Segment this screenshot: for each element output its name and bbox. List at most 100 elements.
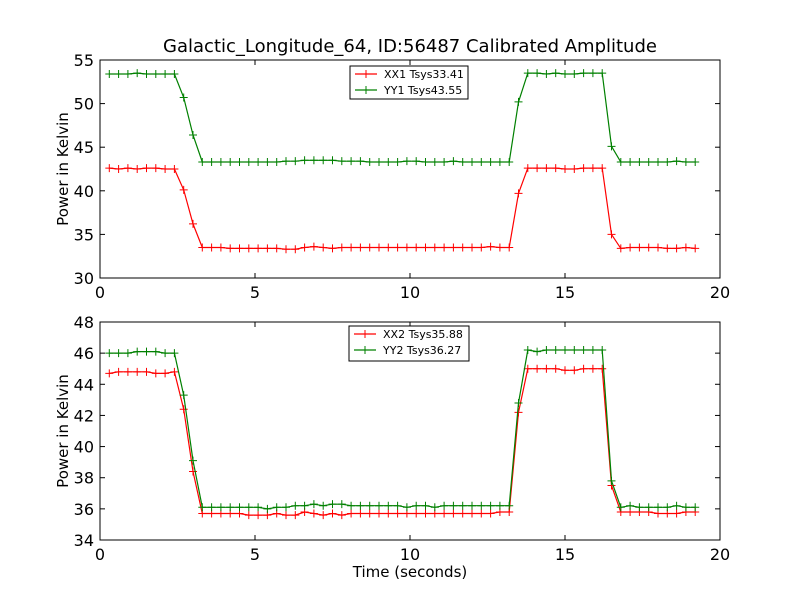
data-point	[663, 244, 672, 253]
data-point	[170, 165, 179, 173]
data-point	[635, 243, 644, 252]
data-point	[151, 164, 160, 173]
data-point	[114, 165, 123, 173]
legend: XX2 Tsys35.88 YY2 Tsys36.27	[348, 325, 470, 362]
data-point	[691, 503, 700, 512]
data-point	[142, 347, 151, 356]
legend-box	[349, 65, 469, 100]
data-point	[272, 244, 281, 253]
series-xx	[105, 364, 700, 520]
data-point	[254, 158, 263, 167]
data-point	[198, 503, 207, 512]
y-tick-label: 50	[74, 95, 94, 114]
data-point	[328, 244, 337, 253]
data-point	[133, 367, 142, 376]
data-point	[421, 501, 430, 510]
x-tick-label: 10	[400, 283, 420, 302]
data-point	[588, 346, 597, 355]
data-point	[607, 230, 616, 239]
series-line	[109, 349, 696, 510]
data-point	[542, 164, 551, 173]
data-point	[319, 156, 328, 165]
series-yy	[105, 346, 700, 513]
data-point	[449, 509, 458, 518]
data-point	[561, 366, 569, 375]
data-point	[226, 503, 235, 512]
data-point	[449, 157, 458, 166]
data-point	[309, 509, 318, 518]
data-point	[142, 69, 151, 78]
data-point	[216, 503, 225, 512]
y-axis-label: Power in Kelvin	[54, 112, 72, 226]
y-tick-label: 40	[74, 182, 94, 201]
legend-marker	[362, 86, 370, 94]
legend-box	[348, 325, 470, 362]
data-point	[105, 69, 114, 78]
series-yy	[105, 69, 700, 167]
y-tick-label: 46	[74, 344, 94, 363]
data-point	[309, 156, 318, 165]
data-point	[495, 158, 504, 167]
data-point	[291, 511, 300, 520]
data-point	[523, 346, 532, 355]
data-point	[635, 158, 644, 167]
data-point	[319, 501, 328, 510]
x-tick-label: 10	[400, 545, 420, 564]
data-point	[579, 364, 588, 373]
data-point	[365, 501, 374, 510]
y-tick-label: 55	[74, 51, 94, 70]
data-point	[114, 69, 123, 78]
data-point	[654, 158, 662, 167]
series-line	[109, 72, 696, 163]
data-point	[328, 156, 337, 165]
series-line	[109, 167, 696, 250]
data-point	[570, 346, 579, 355]
data-point	[505, 501, 514, 510]
data-point	[616, 158, 625, 167]
data-point	[114, 367, 123, 376]
data-point	[691, 244, 700, 253]
data-point	[114, 349, 123, 358]
data-point	[309, 500, 318, 509]
data-point	[263, 158, 272, 167]
data-point	[347, 509, 356, 518]
data-point	[514, 189, 523, 198]
data-point	[105, 369, 114, 378]
data-point	[384, 158, 393, 167]
data-point	[151, 369, 160, 378]
data-point	[179, 391, 188, 400]
data-point	[402, 157, 411, 166]
data-point	[161, 69, 170, 78]
data-point	[468, 243, 476, 252]
data-point	[300, 156, 309, 165]
data-point	[291, 501, 300, 510]
data-point	[505, 243, 514, 252]
series-xx	[105, 164, 700, 254]
data-point	[570, 69, 579, 78]
data-point	[626, 501, 635, 510]
data-point	[644, 158, 653, 167]
data-point	[337, 511, 346, 520]
data-point	[291, 245, 300, 254]
data-point	[579, 164, 588, 173]
data-point	[644, 243, 653, 252]
data-point	[263, 244, 272, 253]
data-point	[282, 157, 290, 166]
data-point	[347, 243, 356, 252]
data-point	[440, 243, 449, 252]
data-point	[542, 364, 551, 373]
data-point	[607, 142, 616, 151]
data-point	[142, 164, 151, 173]
x-tick-label: 15	[555, 545, 575, 564]
data-point	[123, 164, 132, 173]
data-point	[561, 165, 569, 173]
data-point	[347, 157, 356, 166]
data-point	[486, 501, 495, 510]
legend-marker	[361, 346, 369, 354]
data-point	[133, 165, 142, 173]
data-point	[402, 243, 411, 252]
legend-marker	[362, 70, 370, 78]
y-tick-label: 34	[74, 531, 94, 550]
data-point	[235, 244, 244, 253]
data-point	[179, 93, 188, 102]
